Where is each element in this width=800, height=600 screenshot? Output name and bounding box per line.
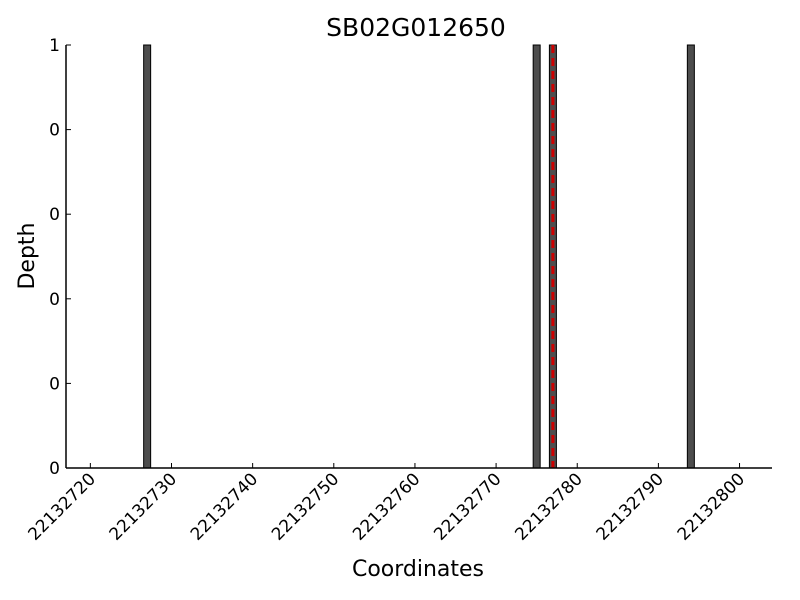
x-tick-label: 22132740 [187, 469, 262, 544]
x-tick-label: 22132790 [593, 469, 668, 544]
x-tick-label: 22132760 [349, 469, 424, 544]
y-tick-label: 0 [49, 459, 60, 479]
bar [143, 44, 152, 469]
x-tick-label: 22132730 [106, 469, 181, 544]
y-ticks: 0 0 0 0 0 1 [49, 36, 71, 479]
y-tick-label: 0 [49, 121, 60, 141]
bar [686, 44, 695, 469]
y-tick-label: 1 [49, 36, 60, 56]
x-tick-label: 22132750 [268, 469, 343, 544]
x-axis-label: Coordinates [352, 557, 484, 582]
y-tick-label: 0 [49, 205, 60, 225]
x-tick-label: 22132780 [511, 469, 586, 544]
x-ticks: 22132720 22132730 22132740 22132750 22132760… [25, 463, 749, 545]
y-axis-label: Depth [15, 222, 40, 289]
y-tick-label: 0 [49, 374, 60, 394]
axes-layer [65, 45, 772, 469]
x-tick-label: 22132770 [430, 469, 505, 544]
chart-title: SB02G012650 [326, 13, 506, 42]
y-tick-label: 0 [49, 290, 60, 310]
x-tick-label: 22132720 [25, 469, 100, 544]
x-tick-label: 22132800 [674, 469, 749, 544]
bar [532, 44, 541, 469]
bars-layer [143, 44, 695, 469]
